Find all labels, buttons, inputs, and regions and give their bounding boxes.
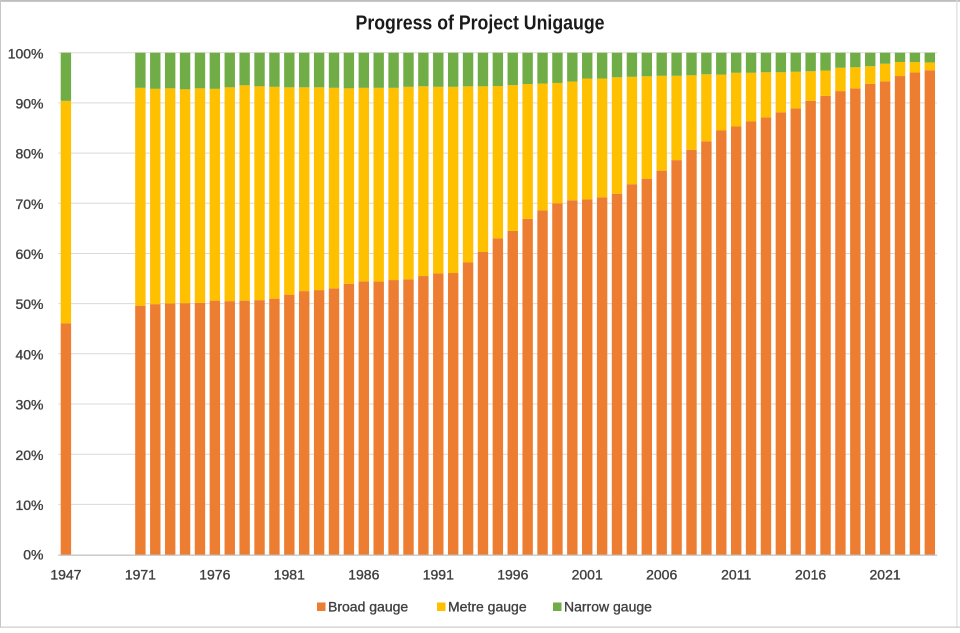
svg-text:Broad gauge: Broad gauge <box>328 599 408 615</box>
svg-text:1947: 1947 <box>50 567 81 583</box>
svg-text:1991: 1991 <box>423 567 454 583</box>
svg-text:100%: 100% <box>8 45 44 61</box>
svg-text:0%: 0% <box>23 546 43 562</box>
svg-text:30%: 30% <box>15 397 43 413</box>
svg-text:1981: 1981 <box>274 567 305 583</box>
svg-text:2001: 2001 <box>572 567 603 583</box>
svg-text:20%: 20% <box>15 447 43 463</box>
svg-text:2006: 2006 <box>646 567 677 583</box>
svg-text:80%: 80% <box>15 146 43 162</box>
svg-text:1971: 1971 <box>125 567 156 583</box>
svg-text:Metre gauge: Metre gauge <box>448 599 527 615</box>
svg-text:1976: 1976 <box>199 567 230 583</box>
svg-text:60%: 60% <box>15 246 43 262</box>
svg-text:10%: 10% <box>15 497 43 513</box>
svg-text:1986: 1986 <box>348 567 379 583</box>
svg-text:1996: 1996 <box>497 567 528 583</box>
svg-text:70%: 70% <box>15 196 43 212</box>
svg-text:90%: 90% <box>15 96 43 112</box>
svg-text:50%: 50% <box>15 296 43 312</box>
svg-text:Progress of Project Unigauge: Progress of Project Unigauge <box>356 13 605 35</box>
svg-text:40%: 40% <box>15 346 43 362</box>
svg-text:2021: 2021 <box>870 567 901 583</box>
svg-text:2016: 2016 <box>795 567 826 583</box>
svg-text:Narrow gauge: Narrow gauge <box>564 599 652 615</box>
svg-text:2011: 2011 <box>721 567 751 583</box>
